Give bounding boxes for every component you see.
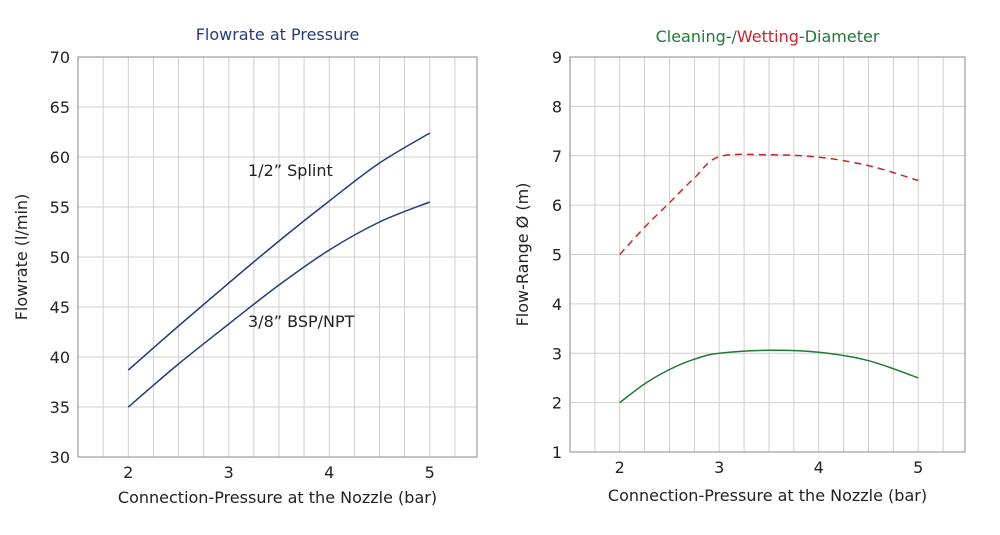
- y-tick-label: 5: [552, 246, 562, 265]
- y-tick-label: 6: [552, 196, 562, 215]
- chart-title-part: -Diameter: [799, 27, 880, 46]
- series-three-eighths-bsp-npt: [127, 201, 431, 408]
- chart-title-part: Wetting: [737, 27, 799, 46]
- y-tick-label: 30: [50, 448, 70, 467]
- y-tick-label: 55: [50, 198, 70, 217]
- plot-frame: [77, 56, 478, 458]
- y-tick-label: 60: [50, 148, 70, 167]
- y-tick-label: 65: [50, 98, 70, 117]
- x-tick-label: 4: [324, 463, 334, 482]
- series-annotation: 1/2” Splint: [248, 161, 333, 180]
- x-tick-label: 5: [913, 458, 923, 477]
- y-tick-label: 9: [552, 48, 562, 67]
- y-tick-label: 50: [50, 248, 70, 267]
- y-tick-label: 7: [552, 147, 562, 166]
- y-axis-label: Flowrate (l/min): [12, 194, 31, 321]
- x-axis-label: Connection-Pressure at the Nozzle (bar): [608, 486, 927, 505]
- x-tick-label: 2: [615, 458, 625, 477]
- x-tick-label: 4: [814, 458, 824, 477]
- y-axis-label: Flow-Range Ø (m): [513, 183, 532, 327]
- plot-frame: [569, 56, 966, 453]
- chart-title: Flowrate at Pressure: [196, 25, 360, 44]
- series-half-inch-splint: [127, 132, 431, 371]
- y-tick-label: 4: [552, 295, 562, 314]
- series-annotation: 3/8” BSP/NPT: [248, 312, 355, 331]
- x-axis-label: Connection-Pressure at the Nozzle (bar): [118, 488, 437, 507]
- y-tick-label: 2: [552, 394, 562, 413]
- y-tick-label: 35: [50, 398, 70, 417]
- y-tick-label: 40: [50, 348, 70, 367]
- x-tick-label: 3: [224, 463, 234, 482]
- series-cleaning-diameter: [619, 349, 919, 404]
- x-tick-label: 5: [425, 463, 435, 482]
- x-tick-label: 2: [123, 463, 133, 482]
- y-tick-label: 70: [50, 48, 70, 67]
- chart-title-part: Cleaning-/: [656, 27, 738, 46]
- chart-title: Cleaning-/Wetting-Diameter: [656, 27, 880, 46]
- y-tick-label: 3: [552, 344, 562, 363]
- x-tick-label: 3: [714, 458, 724, 477]
- y-tick-label: 1: [552, 443, 562, 462]
- y-tick-label: 45: [50, 298, 70, 317]
- y-tick-label: 8: [552, 97, 562, 116]
